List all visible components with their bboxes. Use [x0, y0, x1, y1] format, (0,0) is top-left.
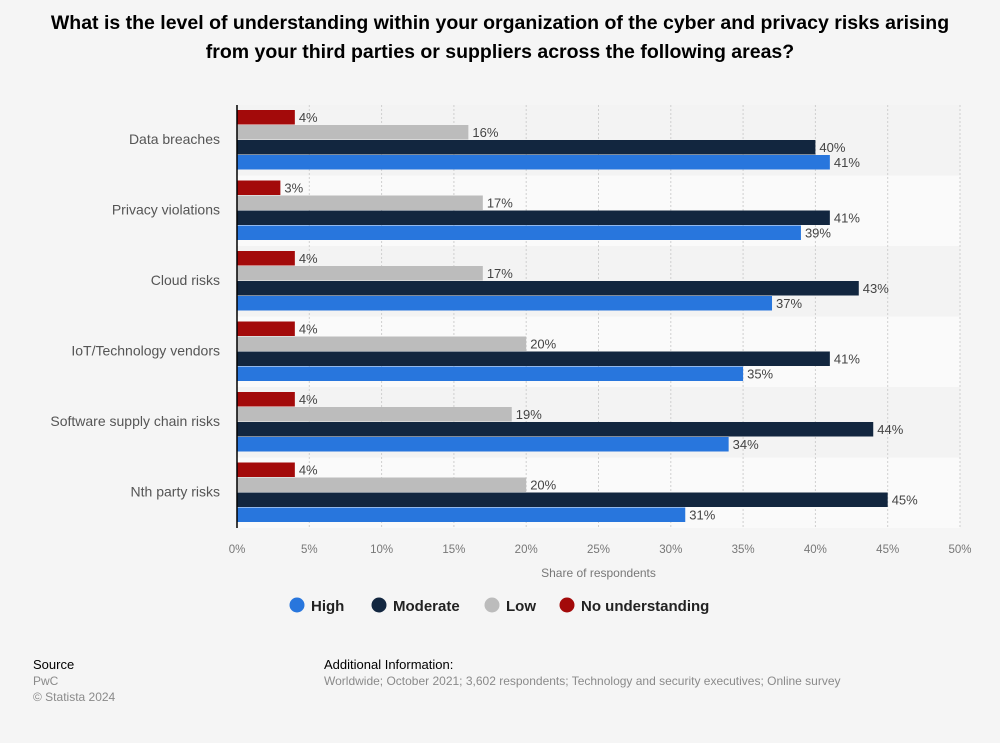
bar-low	[237, 336, 527, 351]
info-block: Additional Information: Worldwide; Octob…	[324, 657, 841, 689]
x-tick-label: 20%	[515, 544, 538, 556]
bar-moderate	[237, 351, 830, 366]
data-label: 37%	[776, 296, 802, 311]
category-label: Software supply chain risks	[50, 413, 220, 429]
data-label: 41%	[834, 211, 860, 226]
bar-high	[237, 225, 801, 240]
info-label: Additional Information:	[324, 657, 454, 672]
x-tick-label: 10%	[370, 544, 393, 556]
data-label: 35%	[747, 367, 773, 382]
x-tick-label: 40%	[804, 544, 827, 556]
category-label: Privacy violations	[112, 202, 220, 218]
data-label: 41%	[834, 352, 860, 367]
bar-moderate	[237, 210, 830, 225]
bar-low	[237, 407, 512, 422]
bar-moderate	[237, 492, 888, 507]
x-tick-label: 45%	[876, 544, 899, 556]
data-label: 4%	[299, 322, 318, 337]
bar-no-understanding	[237, 321, 295, 336]
bar-low	[237, 195, 483, 210]
bar-low	[237, 266, 483, 281]
x-tick-label: 35%	[732, 544, 755, 556]
source-block: Source PwC © Statista 2024	[33, 657, 115, 705]
bar-no-understanding	[237, 392, 295, 407]
legend-label: Low	[506, 598, 536, 615]
bar-no-understanding	[237, 110, 295, 125]
data-label: 19%	[516, 407, 542, 422]
legend-marker	[559, 597, 575, 613]
bar-high	[237, 366, 744, 381]
data-label: 41%	[834, 155, 860, 170]
data-label: 17%	[487, 266, 513, 281]
data-label: 3%	[284, 181, 303, 196]
data-label: 40%	[819, 140, 845, 155]
data-label: 34%	[733, 437, 759, 452]
data-label: 43%	[863, 281, 889, 296]
x-tick-label: 50%	[948, 544, 971, 556]
chart-title: What is the level of understanding withi…	[50, 12, 950, 63]
legend-label: High	[311, 598, 344, 615]
data-label: 16%	[472, 125, 498, 140]
bar-low	[237, 477, 527, 492]
x-tick-label: 30%	[659, 544, 682, 556]
info-text: Worldwide; October 2021; 3,602 responden…	[324, 674, 841, 688]
data-label: 20%	[530, 337, 556, 352]
bar-moderate	[237, 422, 874, 437]
source-link[interactable]: PwC	[33, 674, 59, 688]
bar-high	[237, 507, 686, 522]
bar-high	[237, 296, 773, 311]
bar-high	[237, 155, 830, 170]
bar-high	[237, 437, 729, 452]
bar-moderate	[237, 281, 859, 296]
legend-marker	[484, 597, 500, 613]
data-label: 44%	[877, 422, 903, 437]
legend-label: Moderate	[393, 598, 460, 615]
data-label: 31%	[689, 508, 715, 523]
bar-no-understanding	[237, 462, 295, 477]
data-label: 17%	[487, 196, 513, 211]
data-label: 4%	[299, 110, 318, 125]
bar-low	[237, 125, 469, 140]
source-label: Source	[33, 657, 75, 672]
legend-marker	[371, 597, 387, 613]
legend-marker	[289, 597, 305, 613]
x-tick-label: 0%	[229, 544, 246, 556]
bar-moderate	[237, 140, 816, 155]
x-axis-label: Share of respondents	[541, 566, 656, 580]
data-label: 4%	[299, 251, 318, 266]
data-label: 4%	[299, 392, 318, 407]
category-label: Nth party risks	[131, 484, 220, 500]
bar-no-understanding	[237, 180, 281, 195]
data-label: 4%	[299, 463, 318, 478]
category-label: Data breaches	[129, 131, 220, 147]
category-label: Cloud risks	[151, 272, 220, 288]
x-tick-label: 5%	[301, 544, 318, 556]
legend-label: No understanding	[581, 598, 709, 615]
data-label: 39%	[805, 226, 831, 241]
bar-no-understanding	[237, 251, 295, 266]
copyright: © Statista 2024	[33, 690, 116, 704]
x-tick-label: 25%	[587, 544, 610, 556]
data-label: 20%	[530, 478, 556, 493]
x-tick-label: 15%	[442, 544, 465, 556]
data-label: 45%	[892, 493, 918, 508]
category-label: IoT/Technology vendors	[71, 343, 220, 359]
